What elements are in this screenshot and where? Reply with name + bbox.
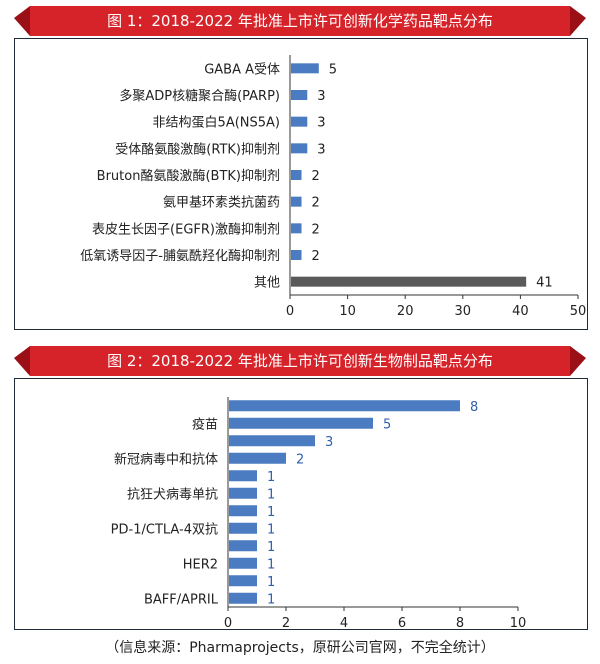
data-label: 8 [470,400,478,415]
data-label: 1 [267,575,275,590]
x-tick-label: 50 [570,304,587,319]
bar [291,223,302,234]
bar [291,170,302,180]
x-tick-label: 0 [286,304,294,319]
data-label: 3 [317,89,325,104]
data-label: 2 [296,452,304,467]
data-label: 3 [317,116,325,131]
x-tick-label: 10 [510,616,527,629]
data-label: 1 [267,522,275,537]
bar [229,557,257,569]
category-label: 其他 [254,276,280,291]
bar [229,522,257,534]
x-tick-label: 4 [340,616,348,629]
data-label: 1 [267,540,275,555]
bar [291,276,527,287]
bar [291,196,302,207]
data-label: 2 [312,196,320,211]
category-label: 非结构蛋白5A(NS5A) [153,115,280,131]
data-label: 2 [312,222,320,237]
category-label: PD-1/CTLA-4双抗 [111,522,218,537]
data-label: 2 [312,169,320,184]
category-label: GABA A受体 [204,62,280,77]
chart2-panel: 0 2 4 6 8 10 8 疫苗 5 3 新冠病毒中和抗体 2 1 抗狂犬病毒单抗 1 1 PD-1/CTLA… [14,378,588,631]
category-label: HER2 [183,557,218,572]
bar [291,90,308,100]
x-tick-label: 10 [339,304,356,319]
bar [229,505,257,517]
x-tick-label: 2 [282,616,290,629]
x-tick-label: 40 [512,304,529,319]
bar [229,470,257,482]
bar [229,487,257,499]
data-label: 1 [267,557,275,572]
x-tick-label: 6 [398,616,406,629]
data-label: 1 [267,592,275,607]
chart1-plot: 0 10 20 30 40 50 GABA A受体 5 多聚ADP核糖聚合酶(PARP) 3 非结构… [80,55,587,319]
bar [229,417,373,429]
chart2-title: 图 2：2018-2022 年批准上市许可创新生物制品靶点分布 [107,352,493,370]
bar [229,435,315,447]
x-tick-label: 30 [455,304,472,319]
x-tick-label: 0 [224,616,232,629]
category-label: 新冠病毒中和抗体 [114,451,218,467]
category-label: 表皮生长因子(EGFR)激酶抑制剂 [92,221,280,237]
x-tick-label: 8 [456,616,464,629]
chart2-title-banner: 图 2：2018-2022 年批准上市许可创新生物制品靶点分布 [14,346,586,376]
data-label: 3 [325,435,333,450]
bar [291,63,319,74]
category-label: 抗狂犬病毒单抗 [127,487,218,502]
category-label: 受体酪氨酸激酶(RTK)抑制剂 [115,141,280,157]
data-label: 5 [329,62,337,77]
category-label: 低氧诱导因子-脯氨酰羟化酶抑制剂 [80,248,280,264]
data-label: 2 [312,249,320,264]
category-label: 多聚ADP核糖聚合酶(PARP) [119,88,280,104]
bar [229,540,257,552]
bar [229,400,460,412]
data-label: 1 [267,470,275,485]
bar [229,575,257,587]
chart1-title-banner: 图 1：2018-2022 年批准上市许可创新化学药品靶点分布 [14,6,586,36]
bar [291,250,302,260]
data-label: 5 [383,417,391,432]
bar [229,452,286,464]
bar [291,143,308,154]
category-label: BAFF/APRIL [144,592,219,607]
bar [229,592,257,604]
category-label: Bruton酪氨酸激酶(BTK)抑制剂 [97,168,280,184]
data-label: 1 [267,505,275,520]
category-label: 疫苗 [192,416,218,432]
chart1-panel: 0 10 20 30 40 50 GABA A受体 5 多聚ADP核糖聚合酶(PARP) 3 非结构… [14,38,588,330]
category-label: 氨甲基环素类抗菌药 [163,196,280,211]
bar [291,116,308,127]
data-label: 1 [267,487,275,502]
source-note: （信息来源：Pharmaprojects，原研公司官网，不完全统计） [105,640,495,656]
chart1-title: 图 1：2018-2022 年批准上市许可创新化学药品靶点分布 [107,12,493,30]
data-label: 41 [536,276,553,291]
x-tick-label: 20 [397,304,414,319]
data-label: 3 [317,142,325,157]
